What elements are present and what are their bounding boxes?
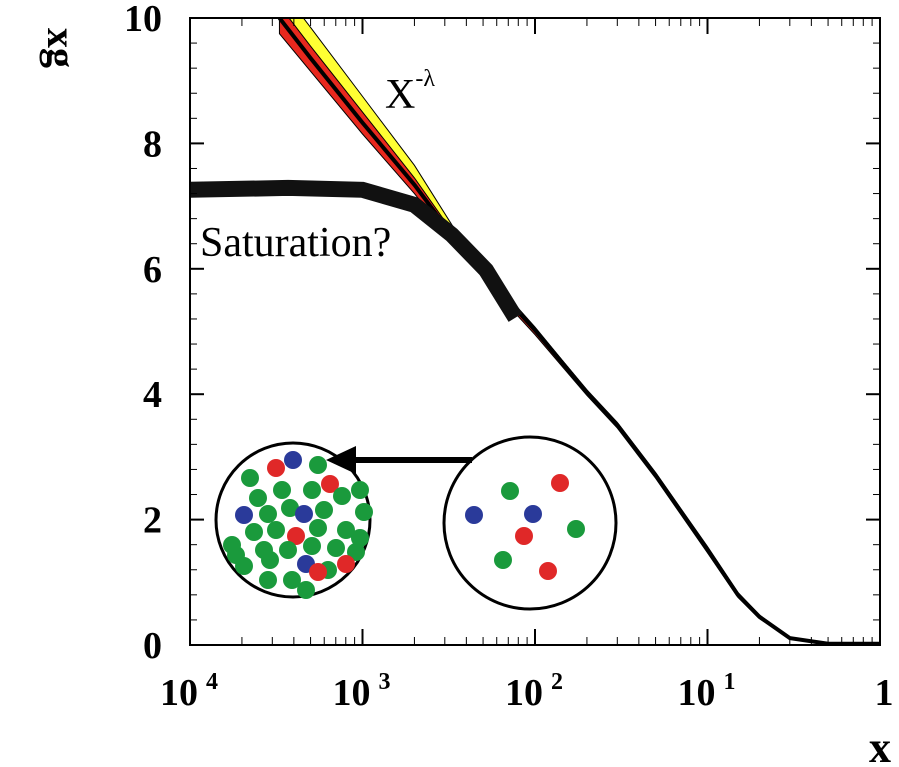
- parton: [567, 520, 585, 538]
- parton: [279, 541, 297, 559]
- x-tick-exponent: 1: [724, 669, 736, 695]
- parton: [351, 529, 369, 547]
- parton: [259, 505, 277, 523]
- x-tick-exponent: 4: [206, 669, 218, 695]
- parton: [355, 503, 373, 521]
- parton: [524, 505, 542, 523]
- annotation: X-λ: [385, 66, 435, 118]
- illustration: [214, 435, 618, 611]
- parton: [273, 481, 291, 499]
- y-tick-label: 4: [143, 374, 162, 416]
- parton: [551, 474, 569, 492]
- x-tick-exponent: 3: [379, 669, 391, 695]
- parton: [245, 523, 263, 541]
- parton: [267, 459, 285, 477]
- x-tick-base: 10: [160, 672, 198, 714]
- parton: [309, 519, 327, 537]
- parton: [315, 501, 333, 519]
- parton: [295, 505, 313, 523]
- y-tick-label: 2: [143, 500, 162, 542]
- parton: [327, 539, 345, 557]
- line: [190, 179, 523, 322]
- x-axis-label: x: [869, 723, 891, 767]
- parton: [297, 581, 315, 599]
- parton: [235, 506, 253, 524]
- parton: [494, 551, 512, 569]
- x-tick-label: 10 2: [505, 669, 563, 714]
- y-axis-label: xg: [39, 28, 84, 68]
- x-tick-base: 10: [505, 672, 543, 714]
- parton: [347, 543, 365, 561]
- line: [277, 18, 880, 645]
- parton: [539, 562, 557, 580]
- parton: [337, 521, 355, 539]
- y-tick-label: 0: [143, 625, 162, 667]
- parton: [321, 475, 339, 493]
- x-tick-label: 10 4: [160, 669, 218, 714]
- y-tick-label: 10: [124, 0, 162, 40]
- parton: [241, 469, 259, 487]
- parton: [267, 521, 285, 539]
- parton: [351, 481, 369, 499]
- parton: [287, 527, 305, 545]
- parton: [283, 571, 301, 589]
- x-tick-base: 10: [333, 672, 371, 714]
- parton: [261, 551, 279, 569]
- x-tick-exponent: 2: [551, 669, 563, 695]
- parton: [259, 571, 277, 589]
- annotation: Saturation?: [200, 220, 391, 266]
- parton: [303, 537, 321, 555]
- dilute-proton: [442, 435, 618, 611]
- parton: [337, 555, 355, 573]
- parton: [227, 546, 245, 564]
- parton: [309, 456, 327, 474]
- arrow-head: [326, 446, 356, 474]
- x-tick-label: 10 1: [678, 669, 736, 714]
- parton: [284, 451, 302, 469]
- parton: [309, 563, 327, 581]
- parton: [501, 482, 519, 500]
- y-tick-label: 8: [143, 123, 162, 165]
- parton: [303, 481, 321, 499]
- parton: [333, 487, 351, 505]
- x-tick-base: 10: [678, 672, 716, 714]
- parton: [249, 489, 267, 507]
- plot-area: [190, 18, 880, 645]
- parton: [465, 506, 483, 524]
- y-tick-label: 6: [143, 249, 162, 291]
- parton: [515, 527, 533, 545]
- x-tick-label: 10 3: [333, 669, 391, 714]
- x-tick-label: 1: [875, 672, 894, 714]
- parton: [281, 499, 299, 517]
